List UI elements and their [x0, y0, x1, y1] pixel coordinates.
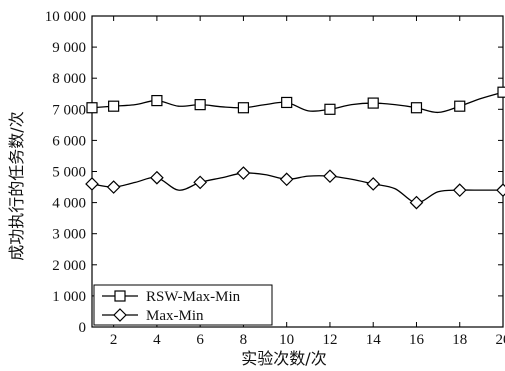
y-tick-label: 10 000	[45, 9, 86, 25]
data-point	[150, 170, 164, 185]
data-point	[108, 100, 120, 112]
data-point	[193, 175, 208, 190]
data-point	[452, 183, 467, 198]
data-point	[409, 195, 424, 210]
x-axis-ticks: 2 4 6 8 10 12 14 16 18 20	[110, 16, 505, 348]
x-tick-label: 2	[110, 332, 118, 348]
data-point	[497, 86, 505, 98]
series-max-min	[85, 166, 505, 210]
plot-area	[91, 15, 504, 328]
y-tick-label: 8 000	[52, 71, 86, 87]
y-tick-label: 9 000	[52, 40, 86, 56]
x-tick-label: 16	[409, 332, 425, 348]
legend-entry: RSW-Max-Min	[146, 289, 241, 305]
x-tick-label: 6	[196, 332, 204, 348]
data-point	[324, 103, 336, 115]
legend-marker	[114, 290, 126, 302]
legend: RSW-Max-Min Max-Min	[93, 284, 273, 326]
data-point	[279, 172, 294, 187]
data-point	[496, 183, 505, 198]
series-rsw-max-min	[86, 86, 505, 115]
y-tick-label: 1 000	[52, 289, 86, 305]
y-tick-label: 7 000	[52, 102, 86, 118]
plot-frame	[91, 15, 504, 328]
data-point	[194, 99, 206, 111]
x-axis-label: 实验次数/次	[241, 349, 326, 368]
legend-entry: Max-Min	[146, 308, 204, 324]
x-tick-label: 20	[496, 332, 505, 348]
y-tick-label: 5 000	[52, 165, 86, 181]
y-tick-label: 6 000	[52, 133, 86, 149]
legend-marker	[113, 308, 127, 322]
data-point	[85, 177, 99, 191]
y-tick-label: 2 000	[52, 258, 86, 274]
data-point	[281, 96, 293, 109]
x-tick-label: 14	[366, 332, 382, 348]
data-point	[454, 100, 466, 112]
data-point	[410, 102, 423, 114]
y-tick-label: 4 000	[52, 196, 86, 212]
data-point	[86, 102, 98, 114]
y-tick-label: 3 000	[52, 227, 86, 243]
data-point	[366, 177, 381, 191]
y-axis-label: 成功执行的任务数/次	[7, 111, 26, 260]
data-point	[367, 97, 379, 109]
data-point	[106, 180, 121, 194]
x-tick-label: 4	[153, 332, 161, 348]
data-point	[237, 102, 250, 114]
x-tick-label: 8	[240, 332, 248, 348]
y-axis-ticks: 0 1 000 2 000 3 000 4 000 5 000 6 000 7 000 8 00…	[45, 9, 503, 336]
data-point	[151, 94, 163, 107]
data-point	[323, 169, 337, 184]
series-layer	[85, 86, 505, 210]
x-tick-label: 18	[452, 332, 467, 348]
y-tick-label: 0	[79, 320, 87, 336]
data-point	[236, 166, 251, 180]
x-tick-label: 10	[279, 332, 294, 348]
x-tick-label: 12	[322, 332, 337, 348]
